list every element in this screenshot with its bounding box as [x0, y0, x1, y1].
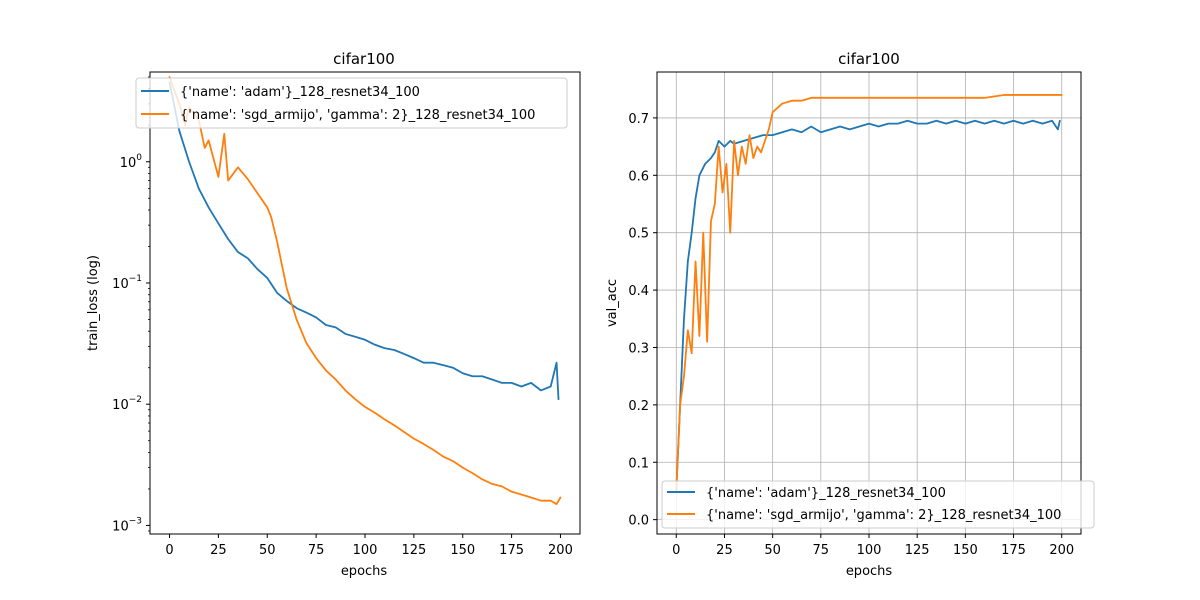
x-tick-label: 75 — [813, 543, 830, 558]
legend: {'name': 'adam'}_128_resnet34_100 {'name… — [661, 480, 1095, 529]
x-tick-label: 50 — [764, 543, 781, 558]
x-tick-label: 0 — [165, 543, 173, 558]
y-tick-label: 0.5 — [628, 227, 649, 242]
axis-ticks: 0 25 50 75 100 125 150 175 200 0.0 0.1 0.2 0.3 0.4 0.5… — [628, 112, 1074, 558]
x-tick-label: 125 — [905, 543, 930, 558]
series-line-adam — [675, 119, 1061, 492]
series-line-sgd — [168, 76, 562, 506]
y-tick-label: 0.2 — [628, 399, 649, 414]
series-lines — [168, 76, 562, 506]
x-tick-label: 25 — [716, 543, 733, 558]
legend-box — [135, 77, 568, 129]
plot-frame — [656, 71, 1082, 535]
x-tick-label: 200 — [548, 543, 573, 558]
y-tick-label: 0.6 — [628, 169, 649, 184]
plot-frame — [149, 71, 581, 535]
x-tick-label: 0 — [672, 543, 680, 558]
x-tick-label: 125 — [401, 543, 426, 558]
x-tick-label: 75 — [308, 543, 325, 558]
x-tick-label: 25 — [210, 543, 227, 558]
legend-label-sgd: {'name': 'sgd_armijo', 'gamma': 2}_128_r… — [180, 108, 535, 123]
x-tick-label: 100 — [353, 543, 378, 558]
legend-label-adam: {'name': 'adam'}_128_resnet34_100 — [180, 85, 420, 100]
legend-label-adam: {'name': 'adam'}_128_resnet34_100 — [706, 486, 946, 501]
x-tick-label: 50 — [259, 543, 276, 558]
chart-title: cifar100 — [333, 50, 395, 68]
x-tick-label: 175 — [1001, 543, 1026, 558]
x-tick-label: 100 — [857, 543, 882, 558]
y-axis-label: val_acc — [605, 279, 620, 327]
y-axis-label: train_loss (log) — [86, 255, 101, 351]
legend-box — [661, 480, 1095, 529]
y-tick-label: 0.1 — [628, 456, 649, 471]
legend: {'name': 'adam'}_128_resnet34_100 {'name… — [135, 77, 568, 129]
y-tick-label: 0.0 — [628, 514, 649, 529]
series-line-sgd — [675, 94, 1063, 492]
series-line-adam — [168, 81, 560, 401]
x-axis-label: epochs — [341, 564, 388, 579]
x-tick-label: 150 — [953, 543, 978, 558]
x-axis-label: epochs — [846, 564, 893, 579]
y-tick-label: 0.7 — [628, 112, 649, 127]
series-lines — [675, 94, 1063, 492]
x-tick-label: 200 — [1049, 543, 1074, 558]
chart-title: cifar100 — [838, 50, 900, 68]
x-tick-label: 150 — [450, 543, 475, 558]
y-tick-label: 0.4 — [628, 284, 649, 299]
legend-label-sgd: {'name': 'sgd_armijo', 'gamma': 2}_128_r… — [706, 508, 1061, 523]
val-acc-chart: cifar100 0 25 50 75 100 125 150 175 200 0.0 0.1 0.2… — [605, 50, 1095, 579]
x-tick-label: 175 — [499, 543, 524, 558]
y-tick-label: 0.3 — [628, 341, 649, 356]
